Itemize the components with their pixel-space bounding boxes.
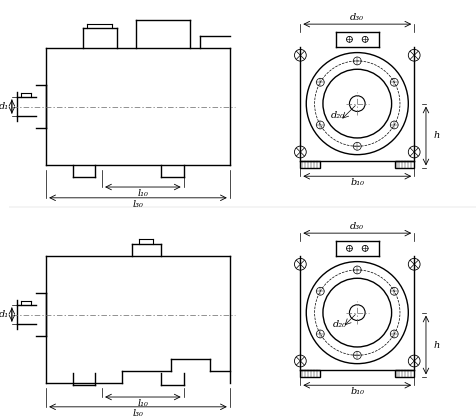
Text: l₁₀: l₁₀ [137,399,148,408]
Text: b₁₀: b₁₀ [349,178,364,187]
Text: d₃₀: d₃₀ [349,222,364,231]
Text: d₁: d₁ [0,310,9,319]
Text: d₂₀: d₂₀ [332,320,346,329]
Text: l₃₀: l₃₀ [132,409,143,418]
Text: l₃₀: l₃₀ [132,200,143,209]
Text: d₃₀: d₃₀ [349,13,364,22]
Text: l₁₀: l₁₀ [137,189,148,198]
Text: b₁₀: b₁₀ [349,387,364,396]
Text: d₁: d₁ [0,102,9,111]
Text: h: h [433,132,439,140]
Text: h: h [433,341,439,349]
Text: d₂₀: d₂₀ [330,111,344,120]
